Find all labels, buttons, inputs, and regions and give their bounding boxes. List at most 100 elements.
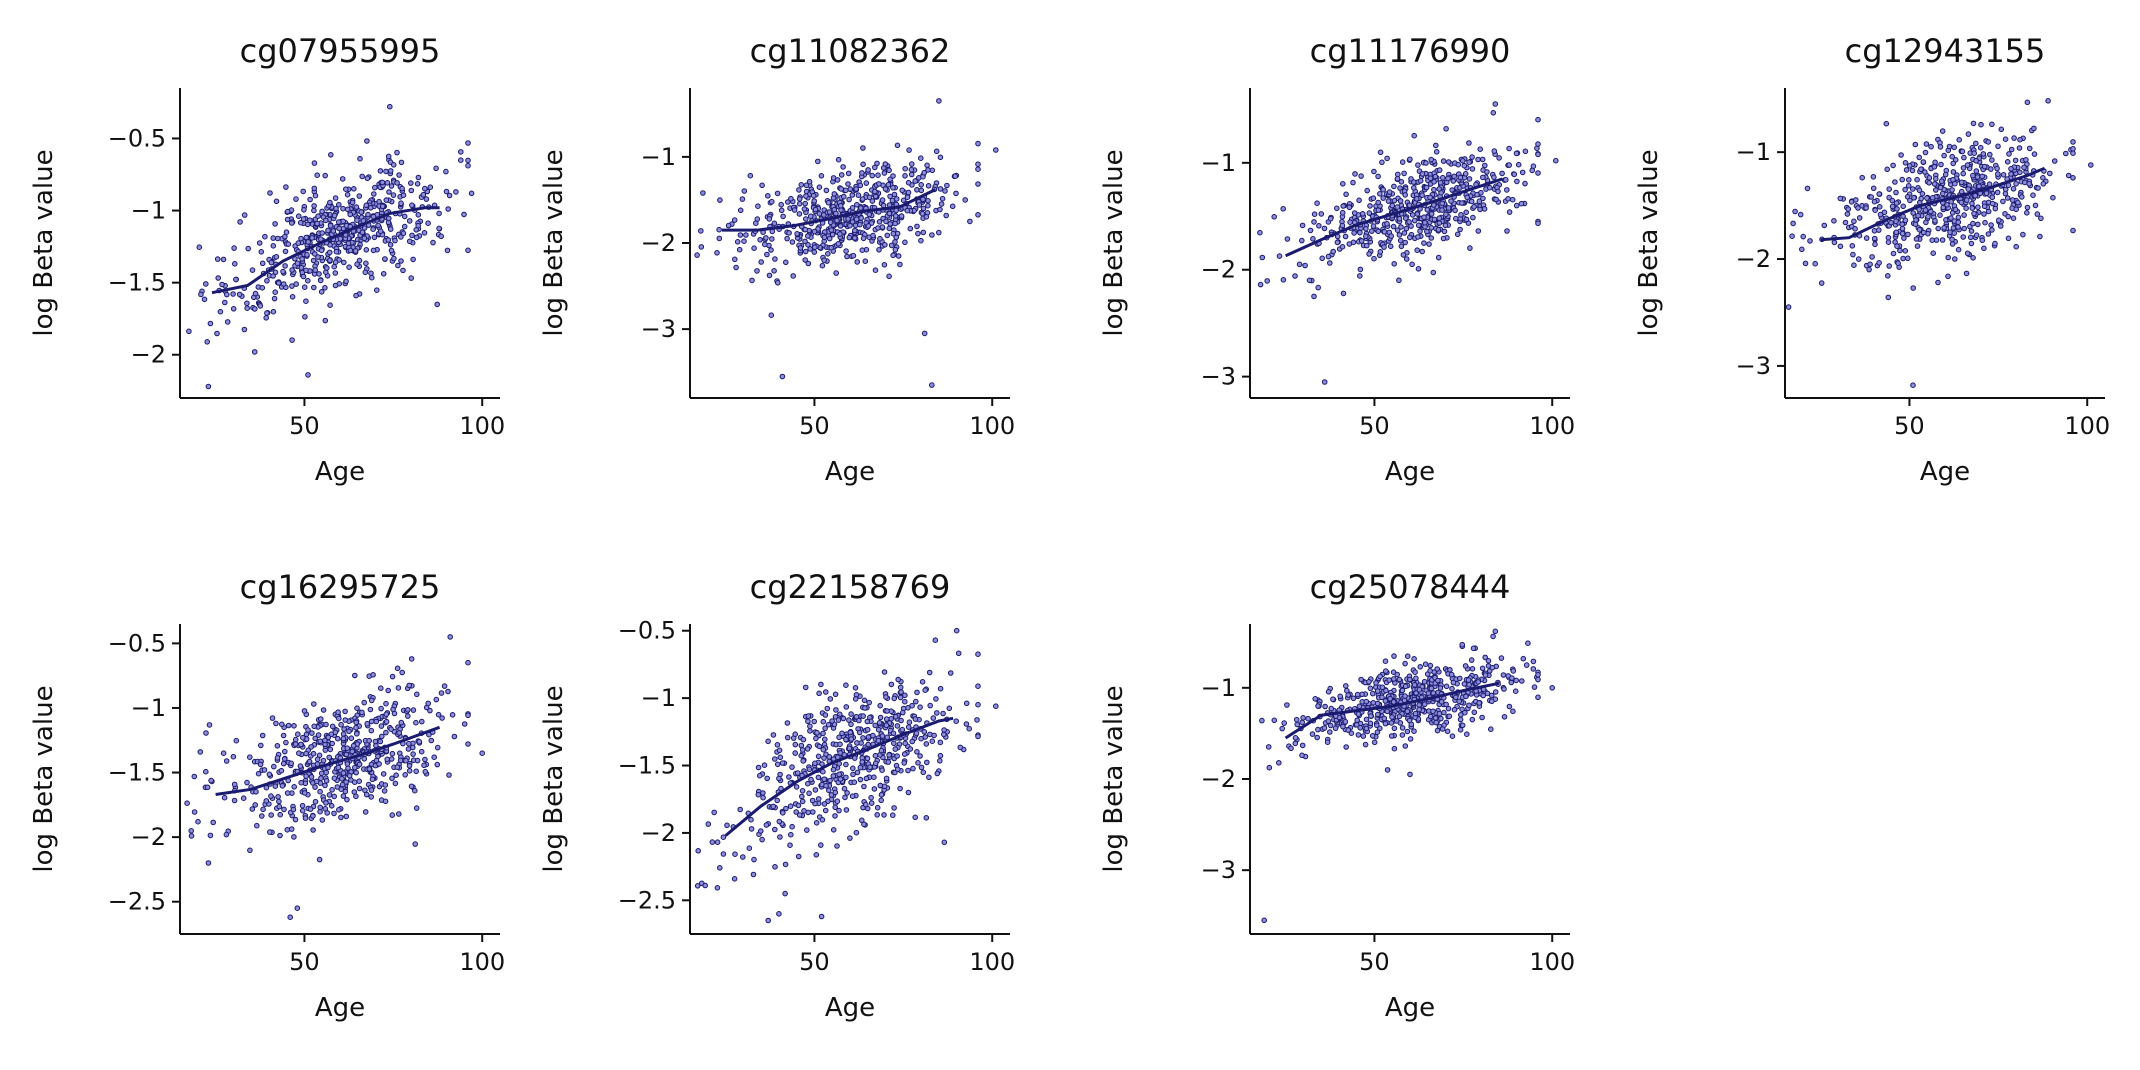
scatter-point	[445, 206, 452, 212]
scatter-point	[1842, 219, 1849, 226]
scatter-point	[1804, 185, 1811, 192]
scatter-point	[352, 764, 358, 771]
scatter-point	[1368, 713, 1374, 719]
scatter-point	[937, 685, 944, 692]
scatter-point	[434, 744, 441, 751]
scatter-point	[339, 775, 345, 782]
outlier-point	[1492, 101, 1499, 107]
trend-line	[1284, 177, 1503, 258]
scatter-point	[853, 186, 860, 192]
scatter-point	[1992, 240, 1998, 247]
scatter-point	[1914, 176, 1920, 183]
scatter-point	[439, 715, 445, 721]
scatter-point	[1430, 708, 1436, 715]
scatter-point	[1491, 174, 1497, 181]
scatter-point	[841, 785, 848, 792]
scatter-point	[326, 754, 333, 761]
scatter-point	[975, 212, 981, 218]
scatter-point	[1299, 752, 1305, 759]
y-axis-label: log Beta value	[1099, 685, 1129, 872]
scatter-point	[1358, 238, 1365, 244]
scatter-point	[1403, 215, 1409, 221]
scatter-point	[305, 239, 312, 245]
scatter-point	[1371, 255, 1377, 262]
scatter-point	[244, 300, 250, 307]
scatter-point	[966, 725, 973, 732]
scatter-point	[1284, 702, 1290, 708]
scatter-point	[406, 740, 412, 747]
scatter-point	[860, 145, 866, 151]
outlier-point	[387, 103, 393, 110]
scatter-point	[291, 834, 297, 840]
scatter-point	[392, 237, 398, 244]
scatter-point	[793, 809, 800, 815]
scatter-point	[861, 783, 867, 790]
scatter-point	[372, 738, 379, 745]
scatter-point	[1498, 655, 1505, 661]
scatter-point	[901, 751, 908, 757]
scatter-point	[335, 709, 341, 716]
scatter-point	[821, 257, 828, 264]
scatter-point	[1915, 212, 1921, 219]
scatter-point	[1271, 717, 1278, 724]
scatter-point	[301, 790, 308, 796]
scatter-point	[289, 337, 295, 343]
scatter-point	[1394, 227, 1401, 233]
scatter-point	[272, 221, 278, 227]
scatter-point	[1535, 676, 1541, 683]
scatter-point	[1339, 209, 1346, 216]
scatter-point	[342, 788, 349, 795]
scatter-point	[259, 732, 266, 739]
scatter-point	[446, 772, 452, 778]
scatter-point	[801, 206, 808, 212]
scatter-point	[328, 152, 334, 158]
scatter-point	[859, 247, 866, 253]
scatter-point	[264, 278, 270, 284]
scatter-point	[906, 719, 913, 726]
scatter-point	[731, 876, 738, 882]
scatter-point	[352, 248, 359, 254]
scatter-point	[1883, 120, 1890, 127]
scatter-point	[230, 753, 237, 760]
scatter-point	[1479, 156, 1486, 163]
scatter-point	[425, 700, 432, 707]
scatter-point	[797, 245, 804, 251]
scatter-point	[1316, 223, 1322, 229]
scatter-point	[1986, 181, 1993, 187]
scatter-point	[804, 827, 810, 833]
scatter-point	[1981, 163, 1988, 170]
outlier-point	[1553, 157, 1559, 164]
scatter-point	[1973, 168, 1980, 174]
scatter-point	[1388, 233, 1394, 239]
y-tick-label: −1	[131, 197, 166, 225]
scatter-point	[1454, 231, 1461, 238]
scatter-point	[1401, 170, 1407, 177]
scatter-point	[803, 193, 809, 199]
scatter-point	[267, 829, 273, 835]
scatter-point	[288, 760, 295, 767]
scatter-point	[910, 765, 916, 772]
scatter-point	[786, 774, 792, 780]
scatter-point	[957, 744, 964, 751]
scatter-point	[1871, 198, 1878, 205]
scatter-point	[1876, 191, 1882, 197]
scatter-point	[1863, 235, 1870, 241]
scatter-point	[271, 295, 278, 302]
scatter-point	[230, 291, 236, 297]
scatter-point	[1357, 725, 1363, 731]
scatter-point	[1937, 144, 1944, 150]
scatter-point	[1386, 677, 1392, 683]
scatter-point	[832, 789, 839, 796]
scatter-point	[1976, 183, 1982, 190]
scatter-point	[208, 777, 214, 784]
scatter-point	[284, 216, 291, 223]
scatter-point	[900, 709, 906, 716]
scatter-point	[2034, 211, 2041, 217]
scatter-point	[346, 728, 352, 735]
scatter-point	[1391, 261, 1397, 267]
scatter-point	[837, 203, 844, 209]
scatter-point	[1437, 179, 1444, 186]
scatter-point	[443, 188, 450, 195]
scatter-point	[962, 197, 969, 203]
